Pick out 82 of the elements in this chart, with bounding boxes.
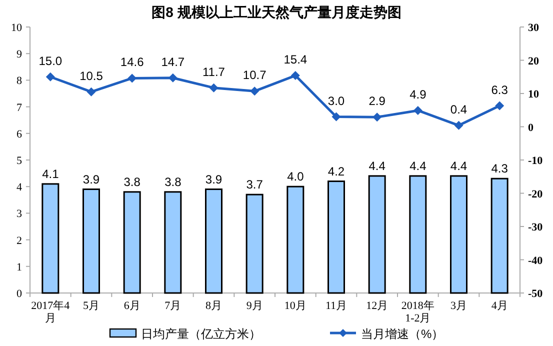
data-label: 4.2 [328,164,345,178]
bar [205,188,222,294]
y-tick-label: 3 [16,208,22,220]
point [495,101,504,110]
data-label: 4.0 [287,170,304,184]
x-tick-label: 2017年4 月 [31,300,70,325]
x-tick-label: 9月 [246,300,263,312]
x-tick-label: 10月 [284,300,306,312]
point [332,112,341,122]
data-label: 10.7 [242,68,267,82]
legend-label: 当月增速（%） [361,327,444,341]
y-tick-label: 1 [16,261,22,274]
data-label: 10.5 [80,68,104,83]
data-label: 2.9 [368,94,386,108]
data-label: 14.6 [120,55,144,70]
legend-label: 日均产量（亿立方米） [141,327,261,341]
y2-tick-label: -30 [528,222,544,234]
data-label: 4.4 [410,158,427,173]
data-label: 4.3 [491,162,508,176]
x-tick-label: 6月 [124,300,140,312]
data-label: 4.1 [42,166,60,181]
x-tick-label: 2018年 1-2月 [401,300,434,325]
bar [368,175,386,294]
y-tick-label: 5 [16,155,22,167]
y-tick-label: 2 [16,234,22,247]
point [250,86,260,96]
bar [164,191,182,294]
y2-tick-label: -40 [528,254,544,267]
x-tick-label: 3月 [450,300,467,312]
y-tick-label: 9 [16,48,22,61]
data-label: 15.0 [38,54,62,68]
x-tick-label: 5月 [83,300,100,312]
point [86,87,96,96]
bar [328,180,345,294]
x-tick-label: 4月 [491,300,508,312]
data-label: 3.0 [328,94,345,108]
data-label: 15.4 [284,52,308,67]
point [168,73,178,82]
point [413,106,422,115]
chart-title: 图8 规模以上工业天然气产量月度走势图 [152,4,402,20]
y-tick-label: 7 [16,102,22,114]
bar [450,175,468,294]
bar [246,194,264,294]
bar [286,186,304,294]
point [372,112,382,122]
data-label: 4.4 [450,158,468,173]
y2-tick-label: -50 [528,288,544,300]
data-label: 0.4 [450,102,468,116]
data-label: 3.9 [82,172,100,186]
y2-tick-label: -20 [528,188,544,200]
data-label: 3.9 [205,172,222,186]
x-tick-label: 7月 [164,300,182,312]
y-tick-label: 6 [16,128,22,140]
bar [409,175,427,294]
point [46,72,55,82]
y2-tick-label: 0 [528,122,534,134]
y2-tick-label: 20 [528,55,540,68]
x-tick-label: 11月 [325,300,348,312]
point [454,120,464,130]
data-label: 4.9 [410,87,427,102]
point [290,71,300,80]
y2-tick-label: -10 [528,155,544,167]
data-label: 3.8 [164,174,182,189]
data-label: 14.7 [161,54,185,69]
y-tick-label: 4 [16,182,22,194]
bar [123,191,141,294]
y-tick-label: 10 [11,22,22,34]
data-label: 3.8 [124,174,141,189]
x-tick-label: 12月 [366,300,388,312]
x-tick-label: 8月 [206,300,222,312]
y2-tick-label: 30 [528,22,540,34]
bar [42,183,60,294]
point [209,83,218,92]
y2-tick-label: 10 [528,88,540,100]
data-label: 4.4 [368,158,386,173]
bar [82,188,100,294]
data-label: 6.3 [491,82,508,97]
y-tick-label: 0 [16,288,22,300]
bar [490,178,508,294]
data-label: 11.7 [202,64,226,79]
y-tick-label: 8 [16,75,22,88]
data-label: 3.7 [246,178,264,192]
